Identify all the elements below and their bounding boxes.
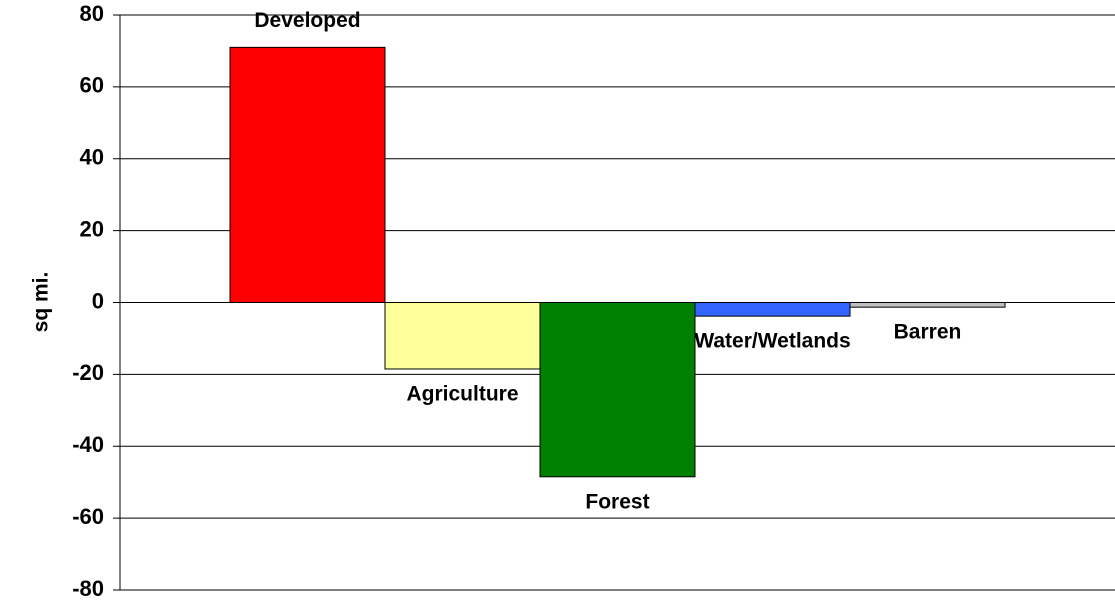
bar-label: Developed <box>254 9 360 32</box>
y-tick-label: 60 <box>80 73 104 98</box>
y-tick-label: 80 <box>80 1 104 26</box>
y-tick-label: 20 <box>80 216 104 241</box>
bar <box>539 302 696 478</box>
y-tick-label: -40 <box>72 432 104 457</box>
bar <box>694 302 851 317</box>
y-tick-label: -80 <box>72 576 104 601</box>
bar-label: Water/Wetlands <box>694 330 850 353</box>
bar <box>849 302 1006 308</box>
bar-label: Barren <box>894 321 962 344</box>
y-tick-label: -20 <box>72 360 104 385</box>
y-tick-label: -60 <box>72 504 104 529</box>
y-tick-label: 0 <box>92 288 104 313</box>
y-axis-label: sq mi. <box>30 272 53 333</box>
bar <box>384 302 541 370</box>
bar-label: Agriculture <box>406 383 518 406</box>
y-tick-label: 40 <box>80 145 104 170</box>
bar <box>229 46 386 303</box>
bar-label: Forest <box>585 490 649 513</box>
